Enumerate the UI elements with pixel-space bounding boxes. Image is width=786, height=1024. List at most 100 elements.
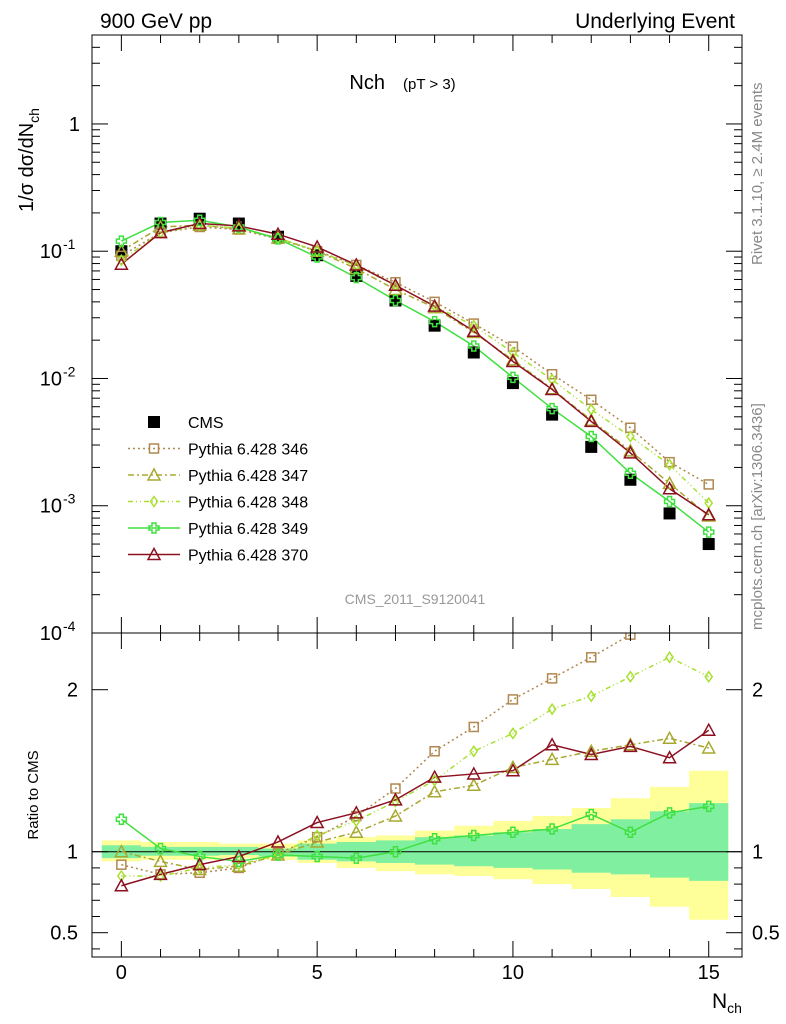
side-label-top: Rivet 3.1.10, ≥ 2.4M events	[749, 83, 766, 266]
data-point	[192, 215, 207, 230]
data-point	[662, 481, 677, 495]
bottom-frame	[91, 632, 743, 958]
ratio-point	[665, 650, 674, 664]
y-tick-exponent: -2	[63, 363, 76, 379]
data-point	[388, 277, 403, 292]
data-point	[427, 298, 442, 312]
ratio-point	[349, 805, 364, 819]
data-point	[231, 218, 247, 232]
y-tick-exponent: -3	[63, 491, 76, 507]
legend-marker	[148, 443, 160, 454]
header-right: Underlying Event	[575, 10, 735, 33]
data-point	[508, 346, 518, 359]
data-point	[664, 456, 675, 468]
legend-marker	[149, 495, 159, 508]
ratio-point	[508, 727, 518, 740]
ratio-point	[311, 850, 323, 863]
data-point	[702, 538, 715, 551]
ratio-point	[507, 826, 519, 839]
data-point	[114, 256, 129, 270]
ratio-point	[704, 572, 713, 581]
data-point	[309, 239, 325, 253]
ratio-point	[662, 750, 677, 764]
top-series	[114, 212, 716, 551]
ratio-point	[389, 845, 402, 858]
ratio-line	[121, 737, 709, 871]
ratio-point	[585, 808, 597, 821]
y-tick-label: 10	[40, 241, 62, 263]
data-point	[546, 402, 558, 415]
ratio-point	[430, 774, 440, 787]
data-point	[665, 458, 674, 472]
legend-label: CMS	[188, 415, 224, 432]
data-point	[349, 257, 364, 271]
ratio-point	[309, 814, 325, 829]
data-point	[623, 445, 638, 459]
data-point	[153, 225, 168, 239]
series-line	[121, 219, 710, 533]
ratio-y-tick-label-right: 1	[752, 842, 763, 864]
data-point	[270, 226, 286, 240]
legend-label: Pythia 6.428 346	[188, 442, 308, 459]
y-tick-exponent: -1	[63, 236, 76, 252]
ratio-point	[625, 670, 635, 684]
ratio-point	[586, 689, 596, 703]
data-point	[704, 496, 714, 510]
ratio-point	[623, 737, 638, 751]
ratio-point	[468, 829, 480, 842]
data-point	[193, 214, 206, 227]
ratio-point	[546, 823, 558, 835]
data-point	[312, 244, 322, 258]
data-point	[116, 253, 126, 267]
data-point	[429, 296, 440, 308]
y-tick-label: 10	[40, 496, 62, 518]
ratio-point	[195, 861, 205, 875]
ratio-point	[505, 763, 521, 777]
data-point	[663, 507, 676, 520]
ratio-point	[154, 842, 167, 855]
ratio-point	[701, 722, 716, 736]
ratio-point	[312, 829, 322, 842]
header-left: 900 GeV pp	[100, 10, 212, 33]
series-line	[120, 222, 710, 516]
data-point	[350, 271, 363, 284]
ratio-plot: 0.5 0.5 1 1 2 2 Ratio to CMS 0 5 10 15 Nch	[25, 572, 780, 1016]
x-tick-label: 15	[698, 962, 720, 984]
x-axis-label: Nch	[712, 990, 742, 1016]
ratio-point	[701, 740, 716, 754]
data-point	[583, 413, 599, 428]
legend: CMS Pythia 6.428 346 Pythia 6.428 347 Pythi…	[128, 415, 308, 565]
ratio-point	[391, 795, 400, 808]
data-point	[544, 381, 560, 396]
data-point	[663, 495, 676, 508]
ratio-point	[624, 826, 637, 839]
data-point	[507, 341, 519, 352]
data-point	[468, 318, 480, 329]
legend-label: Pythia 6.428 348	[188, 495, 308, 512]
legend-marker	[148, 522, 160, 534]
ratio-y-tick-label: 0.5	[50, 923, 78, 945]
ratio-point	[153, 866, 168, 881]
data-point	[428, 315, 441, 328]
ratio-line	[121, 729, 710, 887]
ratio-point	[114, 844, 129, 858]
ratio-point	[704, 670, 714, 684]
data-point	[389, 294, 402, 307]
ratio-y-tick-label: 2	[67, 680, 78, 702]
y-tick-label: 10	[40, 368, 62, 390]
data-point	[701, 507, 716, 521]
ratio-point	[544, 751, 560, 766]
legend-marker	[146, 467, 162, 481]
data-point	[469, 319, 479, 332]
x-axis-label-sub: ch	[727, 1000, 742, 1016]
ratio-point	[156, 869, 165, 883]
ratio-point	[466, 766, 482, 780]
ratio-point	[272, 849, 284, 861]
ratio-line	[120, 805, 709, 863]
ratio-content	[92, 572, 742, 920]
legend-label: Pythia 6.428 349	[188, 521, 308, 538]
ratio-point	[547, 702, 557, 716]
ratio-point	[546, 673, 558, 684]
ratio-point	[466, 777, 482, 792]
series-line	[120, 224, 710, 504]
